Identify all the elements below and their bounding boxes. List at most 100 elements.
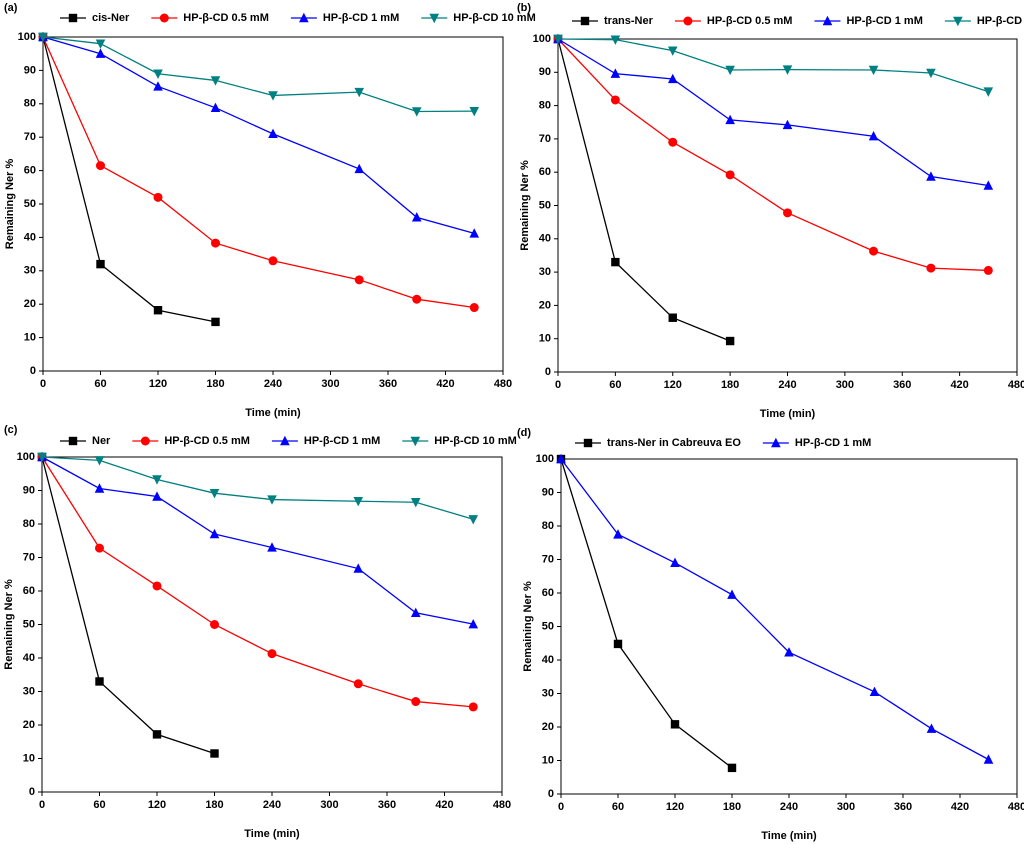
marker [469,303,479,313]
marker [725,65,735,76]
marker [983,180,994,190]
marker [784,647,794,657]
panel-label: (c) [4,424,18,436]
series-line [557,38,989,272]
marker [782,119,793,130]
marker [268,128,278,139]
marker [468,702,478,712]
marker [210,102,221,113]
x-axis-label: Time (min) [760,408,816,420]
legend-label: HP-β-CD 10 mM [977,15,1024,27]
marker [983,87,994,97]
legend-label: cis-Ner [92,12,130,24]
marker [610,95,620,105]
marker [95,543,104,553]
y-tick-label: 40 [539,233,551,245]
marker [153,81,163,91]
marker [727,589,737,599]
y-tick-label: 10 [542,754,554,766]
marker [410,498,421,508]
marker [868,131,879,141]
marker [667,73,678,84]
marker [613,639,623,649]
marker [211,238,220,248]
legend-label: HP-β-CD 0.5 mM [164,435,250,447]
y-tick-label: 50 [539,199,551,211]
marker [613,529,623,539]
x-tick-label: 120 [666,801,684,813]
marker [210,749,219,758]
y-tick-label: 30 [539,266,551,278]
y-tick-label: 0 [548,788,554,800]
x-tick-label: 240 [780,801,798,813]
marker [469,228,480,238]
y-tick-label: 50 [542,620,554,632]
y-tick-label: 40 [542,654,554,666]
marker [211,317,220,327]
marker [556,453,566,464]
x-tick-label: 420 [950,379,968,391]
y-tick-label: 30 [23,685,35,697]
x-tick-label: 60 [609,379,621,391]
marker [37,452,47,463]
marker [152,491,162,501]
y-tick-label: 100 [18,31,36,43]
marker [822,15,833,26]
legend-label: HP-β-CD 10 mM [453,12,536,24]
x-tick-label: 0 [558,801,564,813]
marker [725,170,735,180]
marker [553,34,563,45]
y-tick-label: 0 [30,365,36,377]
x-tick-label: 480 [494,378,512,390]
y-tick-label: 80 [23,518,35,530]
legend-label: HP-β-CD 0.5 mM [707,15,793,27]
series-line [41,456,474,625]
x-tick-label: 120 [664,379,682,391]
marker [926,68,936,79]
y-tick-label: 50 [23,618,35,630]
y-tick-label: 100 [17,451,35,463]
y-tick-label: 20 [539,299,551,311]
marker [267,649,277,659]
y-tick-label: 60 [539,166,551,178]
y-tick-label: 70 [24,131,36,143]
marker [771,437,781,448]
marker [583,438,593,448]
x-tick-label: 180 [206,378,224,390]
y-tick-label: 60 [542,587,554,599]
marker [926,723,937,733]
marker [153,192,163,202]
x-tick-label: 300 [320,799,338,811]
marker [152,581,162,591]
marker [280,435,290,446]
marker [95,39,106,49]
marker [469,106,480,117]
x-tick-label: 480 [1008,379,1024,391]
marker [95,677,104,686]
y-tick-label: 30 [542,687,554,699]
y-axis-label: Remaining Ner % [4,159,16,250]
marker [983,265,993,275]
series-line [42,36,475,235]
marker [668,137,678,147]
legend-label: HP-β-CD 1 mM [304,435,380,447]
series-line [42,36,475,113]
legend-label: HP-β-CD 10 mM [434,435,517,447]
y-tick-label: 60 [24,165,36,177]
y-tick-label: 100 [536,453,554,465]
marker [299,12,309,23]
marker [429,13,440,24]
y-tick-label: 90 [539,66,551,78]
x-tick-label: 360 [893,379,911,391]
chart-panel: 0 60 120 180 240 300 360 420 480 0 10 20 30 40 50 60 70 8… [517,2,1024,420]
marker [353,679,363,689]
y-tick-label: 50 [24,198,36,210]
x-tick-label: 60 [93,799,105,811]
x-tick-label: 60 [612,801,624,813]
series-line [41,456,474,520]
y-tick-label: 90 [542,486,554,498]
series-line [41,456,215,755]
x-tick-label: 480 [493,799,511,811]
y-tick-label: 30 [24,265,36,277]
plot-frame [42,36,504,372]
